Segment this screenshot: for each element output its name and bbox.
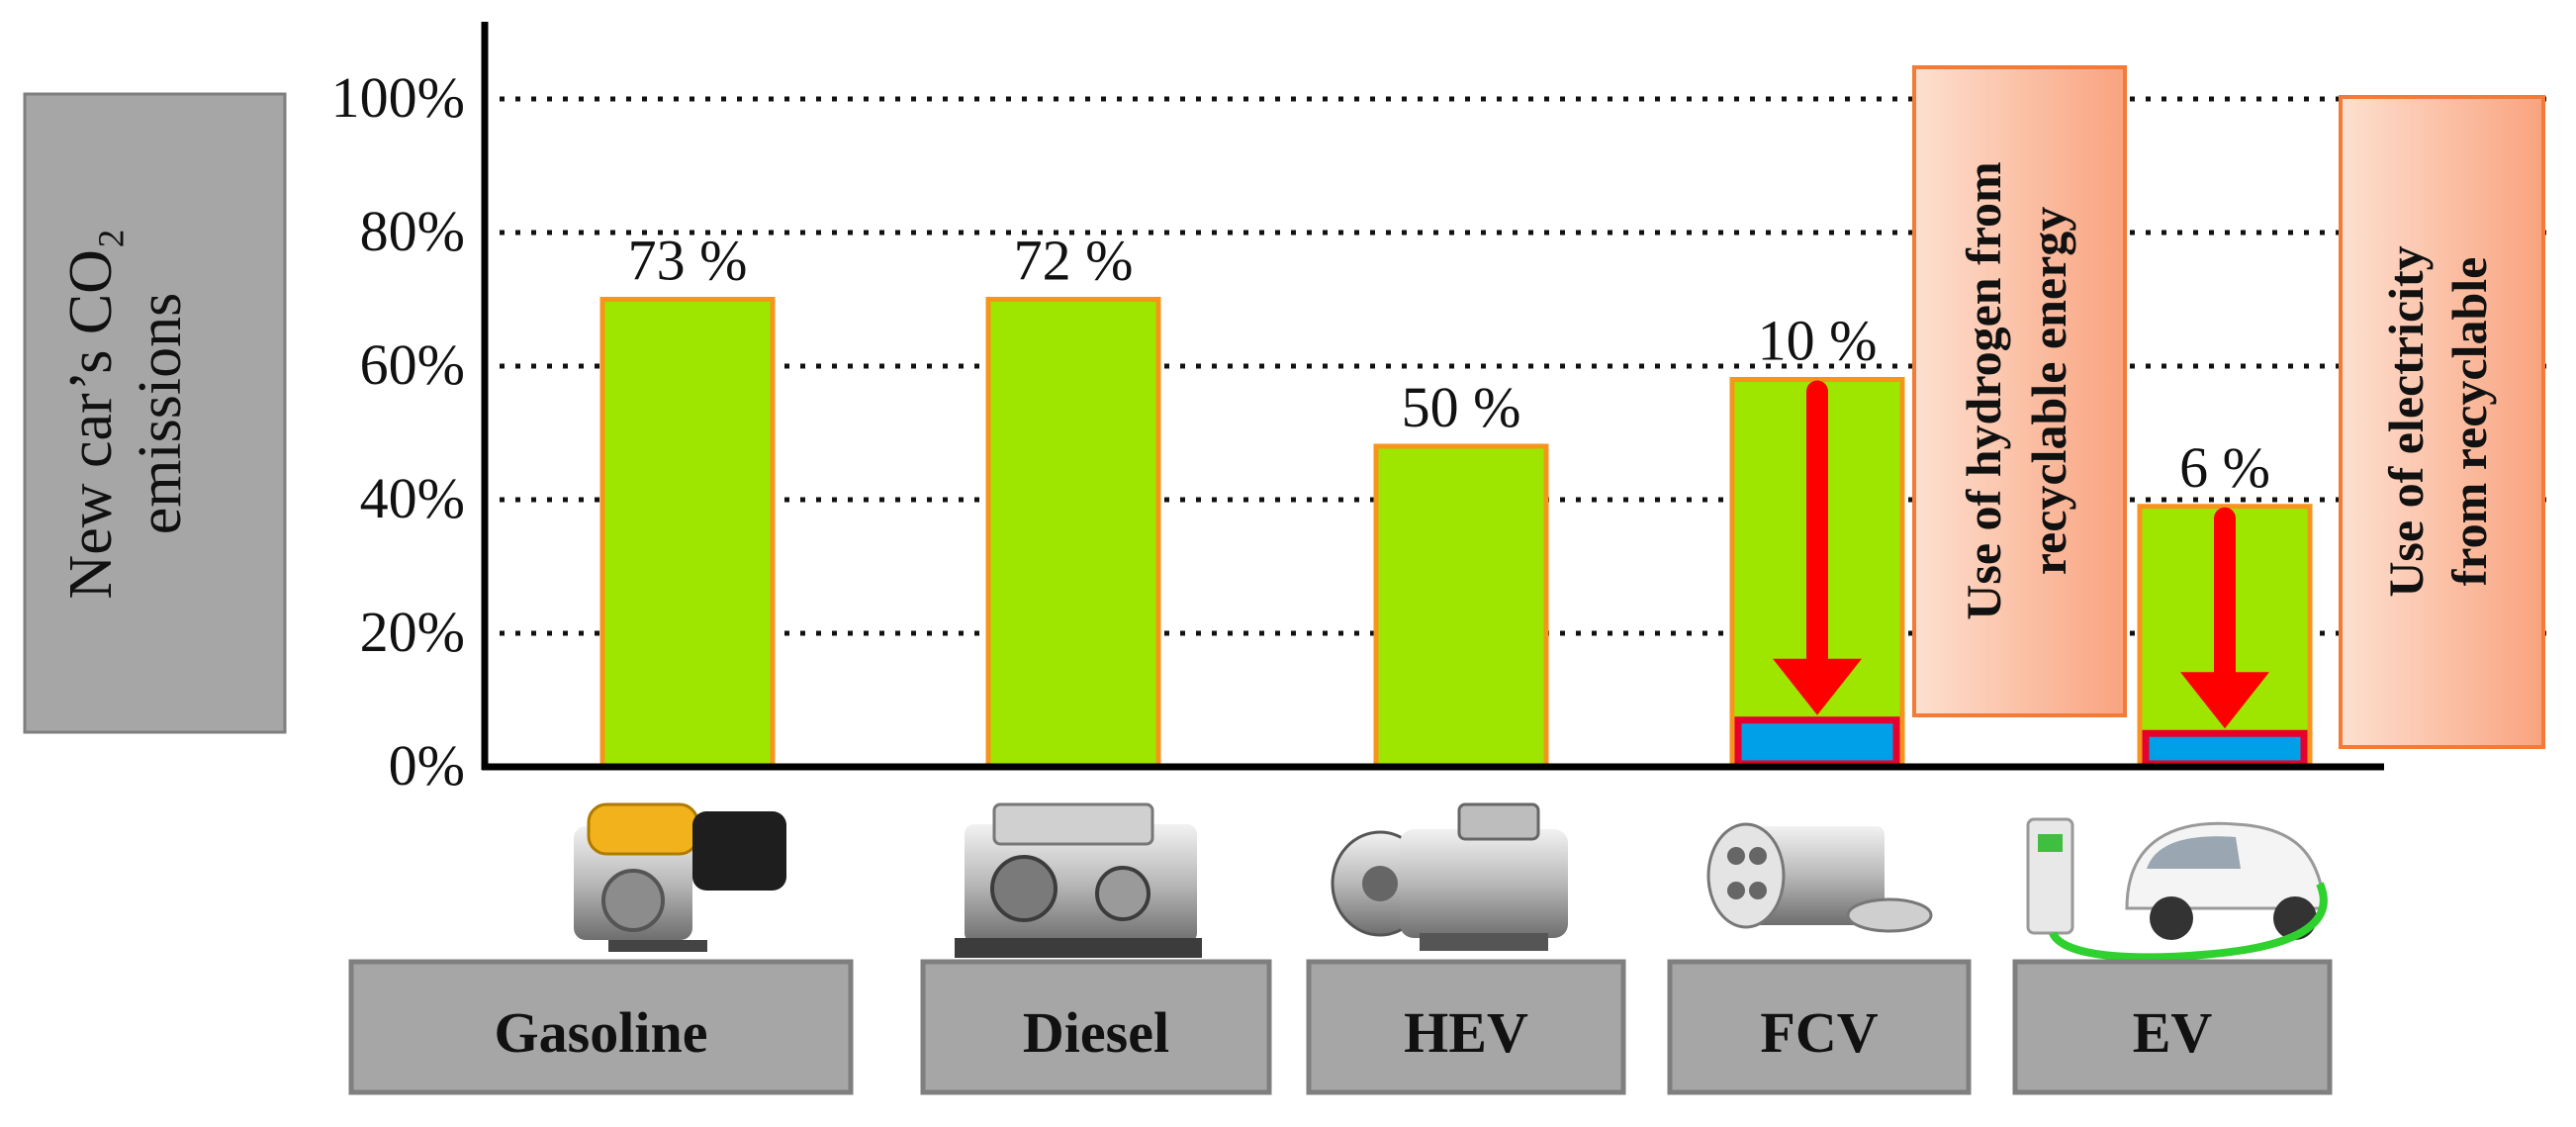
reduced-emission-segment xyxy=(2142,729,2308,768)
category-label: Diesel xyxy=(1023,1000,1169,1065)
category-label: Gasoline xyxy=(495,1000,708,1065)
gasoline-engine-icon xyxy=(574,802,786,952)
y-tick-label: 60% xyxy=(360,332,465,397)
category-label: HEV xyxy=(1404,1000,1528,1065)
category-label-box xyxy=(2012,959,2333,1095)
y-axis-title-box xyxy=(23,92,287,734)
ev-charging-car-icon xyxy=(2026,817,2328,962)
data-label: 50 % xyxy=(1402,375,1521,439)
fcv-note-box xyxy=(1912,65,2127,717)
y-tick-label: 80% xyxy=(360,199,465,263)
category-label: EV xyxy=(2133,1000,2213,1065)
y-tick-label: 40% xyxy=(360,466,465,530)
fcv-note-line-2: recyclable energy xyxy=(2021,207,2076,576)
ev-note-box xyxy=(2339,95,2545,749)
bar xyxy=(599,297,776,770)
category-label-box xyxy=(920,959,1272,1095)
category-labels: Gasoline Diesel HEV FCV EV xyxy=(348,959,2333,1095)
y-tick-label: 100% xyxy=(331,65,465,130)
data-labels: 73 % 72 % 50 % 10 % 6 % xyxy=(628,229,2270,500)
bar xyxy=(1373,443,1549,770)
reduction-arrow-head xyxy=(2180,672,2269,729)
y-tick-labels: 0% 20% 40% 60% 80% 100% xyxy=(331,65,465,798)
y-axis-title-line-1: New car’s CO₂ xyxy=(57,228,125,599)
data-label: 10 % xyxy=(1758,309,1878,373)
fcv-reduction-note: Use of hydrogen from recyclable energy xyxy=(1912,65,2127,717)
reduced-emission-segment xyxy=(1734,716,1900,768)
ev-note-line-1: Use of electricity xyxy=(2378,245,2434,597)
data-label: 72 % xyxy=(1014,229,1134,293)
bars xyxy=(599,297,2313,770)
y-tick-label: 20% xyxy=(360,600,465,664)
ev-note-line-2: from recyclable xyxy=(2441,257,2497,587)
data-label: 6 % xyxy=(2179,435,2270,500)
reduction-arrow-head xyxy=(1773,658,1862,715)
y-axis-title-line-2: emissions xyxy=(127,293,194,535)
category-label-box xyxy=(1667,959,1972,1095)
bar xyxy=(985,297,1161,770)
hybrid-motor-icon xyxy=(1331,802,1568,951)
diesel-engine-icon xyxy=(955,802,1202,958)
category-label-box xyxy=(348,959,854,1095)
data-label: 73 % xyxy=(628,229,748,293)
category-label-box xyxy=(1306,959,1626,1095)
fuel-cell-stack-icon xyxy=(1706,822,1933,933)
ev-reduction-note: Use of electricity from recyclable xyxy=(2339,95,2545,749)
y-axis-title: New car’s CO₂ emissions xyxy=(23,92,287,734)
fcv-note-line-1: Use of hydrogen from xyxy=(1956,161,2011,619)
category-label: FCV xyxy=(1760,1000,1878,1065)
y-tick-label: 0% xyxy=(389,733,465,798)
